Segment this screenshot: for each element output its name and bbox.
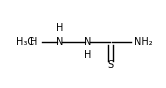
Text: H: H xyxy=(56,23,63,33)
Text: H: H xyxy=(84,50,91,60)
Text: NH₂: NH₂ xyxy=(134,37,153,47)
Text: N: N xyxy=(56,37,63,47)
Text: N: N xyxy=(84,37,91,47)
Text: S: S xyxy=(108,60,114,70)
Text: H: H xyxy=(30,37,37,47)
Text: H₃C: H₃C xyxy=(16,37,34,47)
